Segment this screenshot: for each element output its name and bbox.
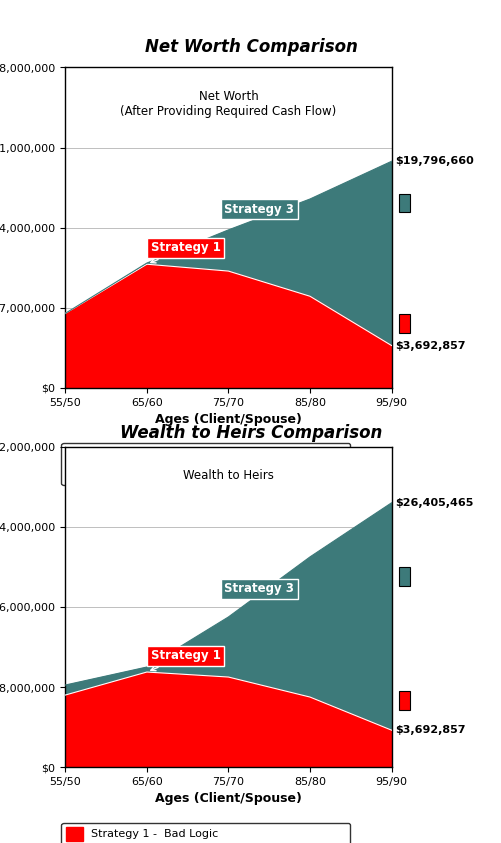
Text: $19,796,660: $19,796,660 — [394, 156, 472, 166]
Text: Strategy 3: Strategy 3 — [224, 202, 294, 224]
X-axis label: Ages (Client/Spouse): Ages (Client/Spouse) — [155, 413, 301, 426]
Text: $3,692,857: $3,692,857 — [394, 341, 464, 351]
Text: Strategy 1: Strategy 1 — [150, 649, 220, 671]
Text: Net Worth
(After Providing Required Cash Flow): Net Worth (After Providing Required Cash… — [120, 90, 336, 118]
X-axis label: Ages (Client/Spouse): Ages (Client/Spouse) — [155, 792, 301, 805]
Legend: Strategy 1 -  Bad Logic, Strategy 3 -  Good Logic + Roth IRAs + W.R.T.: Strategy 1 - Bad Logic, Strategy 3 - Goo… — [61, 823, 349, 843]
Text: $26,405,465: $26,405,465 — [394, 498, 472, 507]
Text: Net Worth Comparison: Net Worth Comparison — [144, 38, 357, 56]
Text: Wealth to Heirs: Wealth to Heirs — [182, 470, 274, 482]
Text: Wealth to Heirs Comparison: Wealth to Heirs Comparison — [120, 424, 381, 442]
Text: Strategy 3: Strategy 3 — [224, 583, 294, 604]
Text: Strategy 1: Strategy 1 — [150, 241, 220, 263]
Legend: Strategy 1 -  Bad Logic, Strategy 3 -  Good Logic + Roth IRAs + W.R.T.: Strategy 1 - Bad Logic, Strategy 3 - Goo… — [61, 443, 349, 485]
Text: $3,692,857: $3,692,857 — [394, 725, 464, 735]
